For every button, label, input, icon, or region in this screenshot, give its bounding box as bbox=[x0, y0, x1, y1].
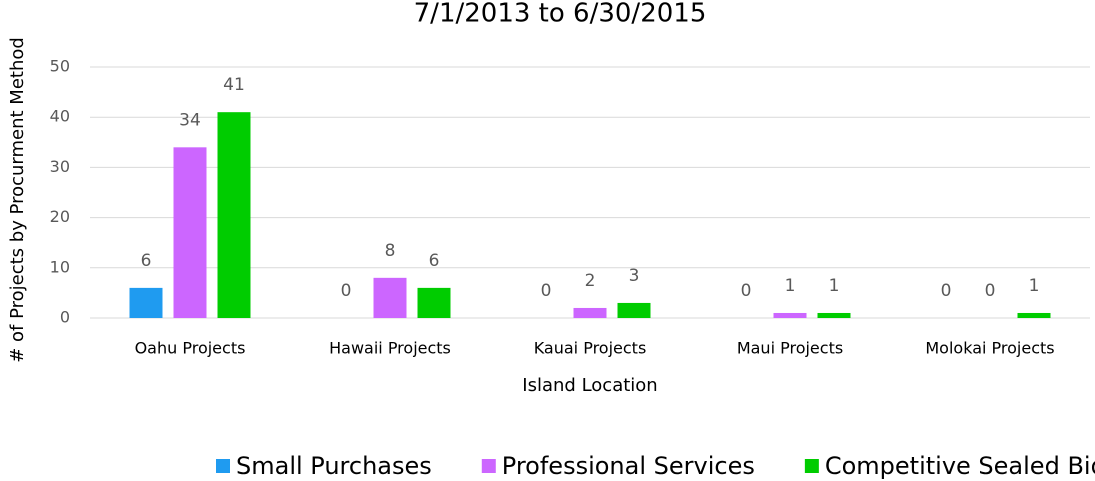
data-label: 3 bbox=[629, 266, 640, 286]
data-label: 0 bbox=[741, 281, 752, 301]
data-label: 6 bbox=[429, 251, 440, 271]
bar bbox=[1017, 312, 1051, 318]
data-label: 0 bbox=[941, 281, 952, 301]
x-tick-label: Hawaii Projects bbox=[329, 339, 451, 358]
legend-swatch bbox=[481, 459, 496, 473]
bar bbox=[173, 147, 207, 318]
x-tick-label: Molokai Projects bbox=[925, 339, 1054, 358]
data-label: 2 bbox=[585, 271, 596, 291]
x-tick-label: Maui Projects bbox=[737, 339, 843, 358]
legend-label: Professional Services bbox=[502, 452, 755, 480]
y-tick-label: 30 bbox=[50, 157, 70, 176]
y-tick-label: 50 bbox=[50, 57, 70, 76]
x-axis-label: Island Location bbox=[522, 375, 657, 396]
legend-swatch bbox=[804, 459, 819, 473]
legend-label: Small Purchases bbox=[236, 452, 432, 480]
x-tick-label: Oahu Projects bbox=[135, 339, 246, 358]
y-tick-label: 20 bbox=[50, 207, 70, 226]
data-label: 1 bbox=[785, 276, 796, 296]
y-axis-label: # of Projects by Procurment Method bbox=[7, 37, 28, 363]
legend-label: Competitive Sealed Bids bbox=[825, 452, 1095, 480]
y-tick-label: 10 bbox=[50, 257, 70, 276]
data-label: 0 bbox=[985, 281, 996, 301]
bar bbox=[817, 312, 851, 318]
bar bbox=[773, 312, 807, 318]
data-label: 34 bbox=[179, 110, 201, 130]
data-label: 0 bbox=[541, 281, 552, 301]
bar bbox=[573, 307, 607, 318]
legend-swatch bbox=[216, 459, 230, 473]
data-label: 6 bbox=[141, 251, 152, 271]
data-label: 41 bbox=[223, 75, 245, 95]
bar bbox=[217, 112, 251, 319]
bar bbox=[417, 287, 451, 318]
bar bbox=[129, 287, 163, 318]
data-label: 1 bbox=[1029, 276, 1040, 296]
y-tick-label: 0 bbox=[60, 308, 70, 327]
data-label: 8 bbox=[385, 241, 396, 261]
y-tick-label: 40 bbox=[50, 107, 70, 126]
bar bbox=[617, 302, 651, 318]
chart-title: 7/1/2013 to 6/30/2015 bbox=[414, 0, 707, 29]
data-label: 1 bbox=[829, 276, 840, 296]
data-label: 0 bbox=[341, 281, 352, 301]
bar bbox=[373, 277, 407, 318]
x-tick-label: Kauai Projects bbox=[534, 339, 647, 358]
